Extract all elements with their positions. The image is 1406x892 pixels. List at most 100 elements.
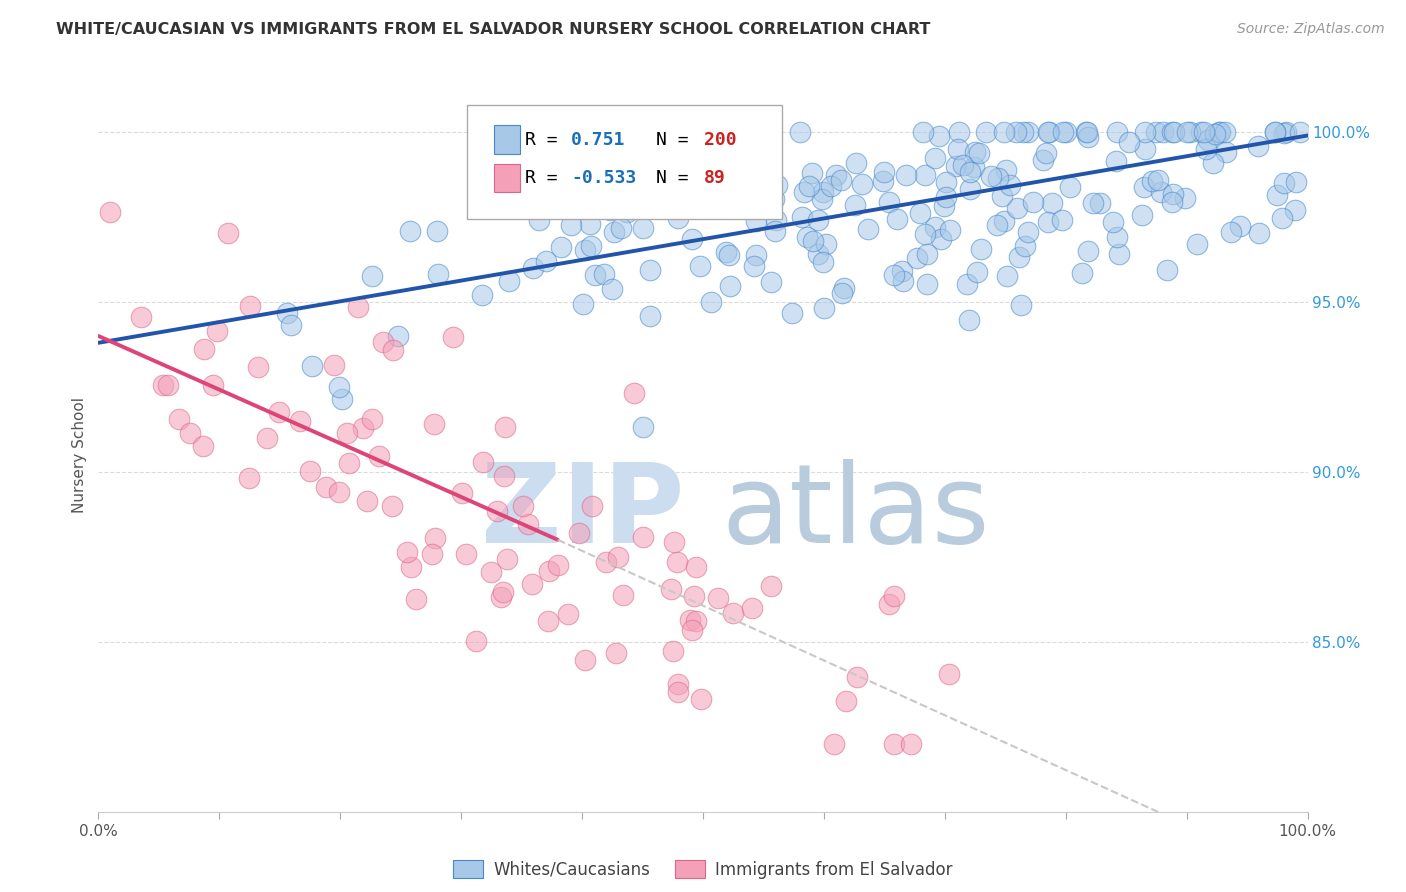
- Point: [1032, 153, 1054, 167]
- Point: [908, 206, 931, 220]
- Point: [938, 666, 960, 681]
- Point: [595, 555, 617, 569]
- Point: [1272, 126, 1295, 140]
- Point: [489, 590, 512, 604]
- Point: [948, 125, 970, 139]
- Legend: Whites/Caucasians, Immigrants from El Salvador: Whites/Caucasians, Immigrants from El Sa…: [447, 854, 959, 886]
- Point: [239, 299, 262, 313]
- Point: [883, 737, 905, 751]
- Point: [987, 170, 1010, 185]
- Point: [856, 222, 879, 236]
- Point: [1150, 186, 1173, 200]
- Point: [745, 214, 768, 228]
- Point: [1036, 125, 1059, 139]
- Point: [1038, 125, 1060, 139]
- Point: [1152, 125, 1174, 139]
- Point: [801, 166, 824, 180]
- Point: [631, 221, 654, 235]
- Point: [1017, 225, 1039, 239]
- Point: [796, 230, 818, 244]
- Point: [610, 221, 633, 235]
- Point: [1008, 250, 1031, 264]
- Point: [914, 227, 936, 242]
- Point: [441, 330, 464, 344]
- Point: [547, 558, 569, 572]
- Point: [498, 274, 520, 288]
- Point: [1247, 227, 1270, 241]
- Point: [1194, 125, 1216, 139]
- Point: [815, 237, 838, 252]
- Point: [1189, 125, 1212, 139]
- Point: [454, 548, 477, 562]
- Point: [557, 607, 579, 621]
- Point: [1163, 125, 1185, 139]
- Point: [1229, 219, 1251, 234]
- Point: [801, 234, 824, 248]
- Point: [550, 240, 572, 254]
- Point: [830, 173, 852, 187]
- Point: [1102, 215, 1125, 229]
- Point: [665, 555, 688, 569]
- Point: [1052, 125, 1074, 139]
- Point: [883, 589, 905, 603]
- Point: [1209, 125, 1232, 139]
- Text: ZIP: ZIP: [481, 458, 685, 566]
- Point: [465, 633, 488, 648]
- Point: [1133, 180, 1156, 194]
- Point: [1175, 125, 1198, 139]
- Point: [202, 378, 225, 392]
- Point: [315, 480, 337, 494]
- Point: [472, 455, 495, 469]
- Point: [993, 214, 1015, 228]
- Point: [368, 449, 391, 463]
- Point: [782, 306, 804, 320]
- Point: [872, 174, 894, 188]
- Point: [716, 245, 738, 260]
- Point: [506, 158, 529, 172]
- Point: [959, 165, 981, 179]
- Point: [572, 297, 595, 311]
- Point: [900, 737, 922, 751]
- Point: [1050, 213, 1073, 227]
- Point: [1187, 237, 1209, 252]
- Point: [890, 264, 912, 278]
- Point: [956, 277, 979, 291]
- Point: [1035, 145, 1057, 160]
- Point: [1022, 194, 1045, 209]
- Point: [945, 159, 967, 173]
- Point: [851, 178, 873, 192]
- Point: [1147, 173, 1170, 187]
- Point: [337, 456, 360, 470]
- Text: Source: ZipAtlas.com: Source: ZipAtlas.com: [1237, 22, 1385, 37]
- Point: [741, 600, 763, 615]
- Point: [952, 158, 974, 172]
- Point: [959, 181, 981, 195]
- Point: [1272, 176, 1295, 190]
- Point: [427, 268, 450, 282]
- Point: [381, 499, 404, 513]
- Point: [356, 493, 378, 508]
- Point: [974, 125, 997, 139]
- Point: [986, 218, 1008, 232]
- Point: [560, 218, 582, 232]
- Point: [423, 417, 446, 432]
- Point: [574, 653, 596, 667]
- Point: [592, 267, 614, 281]
- Text: N =: N =: [655, 130, 699, 148]
- Point: [835, 694, 858, 708]
- Point: [914, 168, 936, 182]
- Point: [811, 185, 834, 199]
- Point: [616, 204, 638, 219]
- Point: [797, 179, 820, 194]
- Point: [574, 243, 596, 257]
- Point: [991, 189, 1014, 203]
- Point: [1081, 195, 1104, 210]
- Point: [963, 145, 986, 159]
- Text: R =: R =: [526, 169, 569, 187]
- Point: [1271, 211, 1294, 225]
- Point: [205, 324, 228, 338]
- Point: [1076, 125, 1098, 139]
- Point: [938, 223, 960, 237]
- Point: [825, 168, 848, 182]
- Point: [699, 294, 721, 309]
